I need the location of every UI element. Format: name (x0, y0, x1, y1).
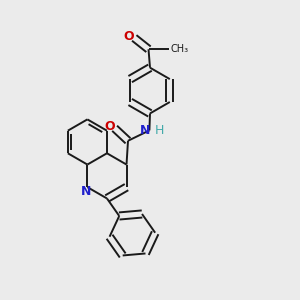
Text: CH₃: CH₃ (170, 44, 188, 54)
Text: N: N (140, 124, 150, 137)
Text: O: O (105, 120, 115, 133)
Text: O: O (124, 30, 134, 43)
Text: H: H (155, 124, 164, 137)
Text: N: N (81, 185, 91, 198)
